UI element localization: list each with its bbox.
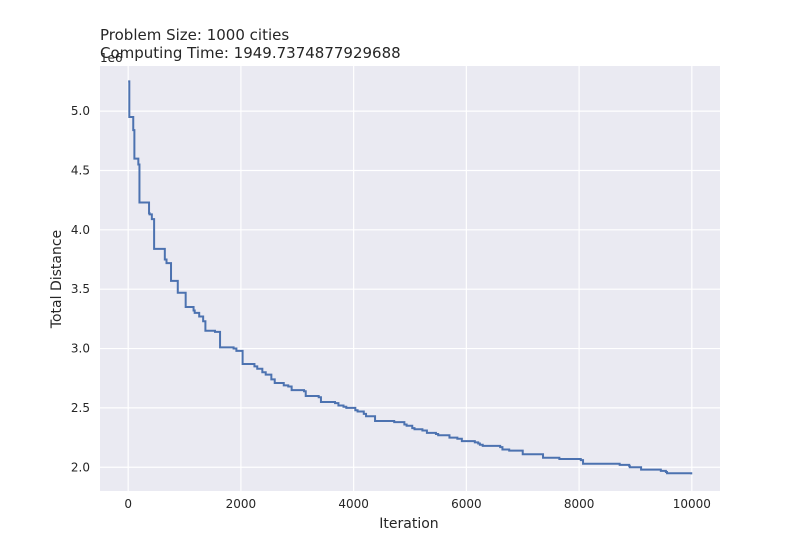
x-tick-label: 0 [124,497,132,511]
y-tick-label: 3.5 [71,282,90,296]
y-tick-label: 2.5 [71,401,90,415]
y-tick-label: 3.0 [71,342,90,356]
x-tick-label: 10000 [673,497,711,511]
y-offset-text: 1e6 [100,51,123,65]
series-layer [128,80,693,475]
y-axis-label: Total Distance [49,230,65,329]
y-tick-label: 4.5 [71,163,90,177]
plot-area [100,66,720,491]
y-tick-label: 2.0 [71,460,90,474]
chart-title-line-1: Problem Size: 1000 cities [100,26,289,44]
x-tick-label: 4000 [338,497,369,511]
x-tick-label: 2000 [226,497,257,511]
x-axis-label: Iteration [379,516,438,532]
y-gridlines [100,110,720,468]
y-tick-label: 5.0 [71,104,90,118]
y-tick-labels: 2.0 2.5 3.0 3.5 4.0 4.5 5.0 [71,104,90,474]
x-gridlines [127,66,693,491]
series-line [128,80,693,475]
x-tick-label: 8000 [564,497,595,511]
x-tick-labels: 0 2000 4000 6000 8000 10000 [124,497,711,511]
chart-title-line-2: Computing Time: 1949.7374877929688 [100,44,401,62]
x-tick-label: 6000 [451,497,482,511]
y-tick-label: 4.0 [71,223,90,237]
